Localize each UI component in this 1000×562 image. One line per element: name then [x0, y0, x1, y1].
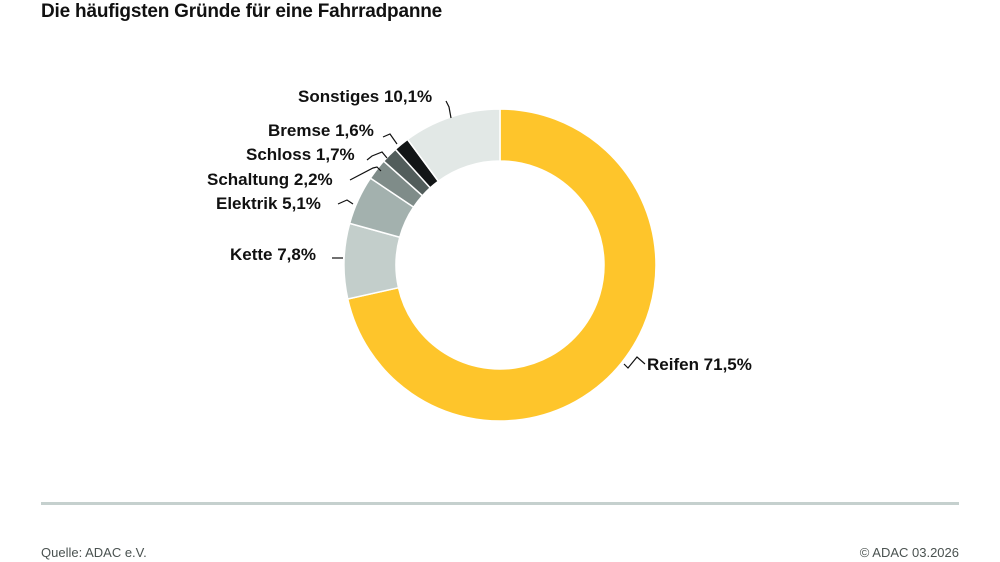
leader-line-schloss: [366, 151, 388, 161]
leader-line-reifen: [623, 356, 646, 369]
leader-line-sonstiges: [445, 100, 452, 119]
label-sonstiges: Sonstiges 10,1%: [298, 87, 433, 106]
label-kette: Kette 7,8%: [230, 245, 316, 264]
footer-divider: [41, 502, 959, 505]
leader-line-bremse: [382, 133, 398, 145]
source-note: Quelle: ADAC e.V.: [41, 545, 147, 560]
label-bremse: Bremse 1,6%: [268, 121, 374, 140]
leader-line-elektrik: [337, 199, 354, 205]
copyright-note: © ADAC 03.2026: [859, 545, 959, 560]
slice-sonstiges: [406, 108, 501, 183]
slice-reifen: [346, 108, 657, 422]
leader-line-schaltung: [349, 166, 382, 181]
donut-slices: [343, 108, 657, 422]
label-reifen: Reifen 71,5%: [647, 355, 752, 374]
label-elektrik: Elektrik 5,1%: [216, 194, 321, 213]
label-schloss: Schloss 1,7%: [246, 145, 355, 164]
chart-title: Die häufigsten Gründe für eine Fahrradpa…: [41, 1, 443, 22]
leader-lines: [332, 100, 646, 369]
label-schaltung: Schaltung 2,2%: [207, 170, 333, 189]
